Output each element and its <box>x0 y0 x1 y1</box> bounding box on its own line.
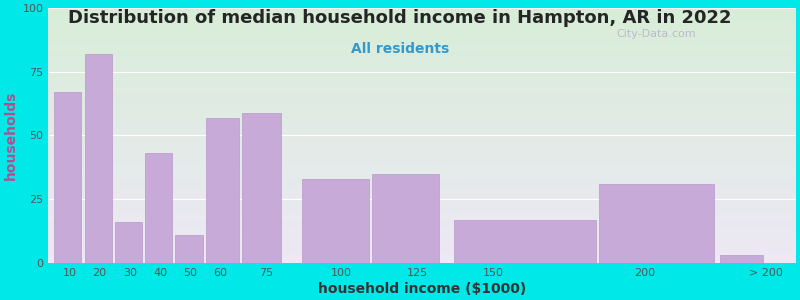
Bar <box>302 179 369 263</box>
Y-axis label: households: households <box>4 91 18 180</box>
X-axis label: household income ($1000): household income ($1000) <box>318 282 526 296</box>
Text: Distribution of median household income in Hampton, AR in 2022: Distribution of median household income … <box>68 9 732 27</box>
Bar <box>720 255 762 263</box>
Bar <box>175 235 202 263</box>
Bar <box>454 220 596 263</box>
Bar <box>242 112 282 263</box>
Text: All residents: All residents <box>351 42 449 56</box>
Bar <box>372 174 438 263</box>
Text: City-Data.com: City-Data.com <box>616 28 696 38</box>
Bar <box>114 222 142 263</box>
Bar <box>145 153 172 263</box>
Bar <box>54 92 82 263</box>
Bar <box>206 118 239 263</box>
Bar <box>85 54 112 263</box>
Bar <box>599 184 714 263</box>
